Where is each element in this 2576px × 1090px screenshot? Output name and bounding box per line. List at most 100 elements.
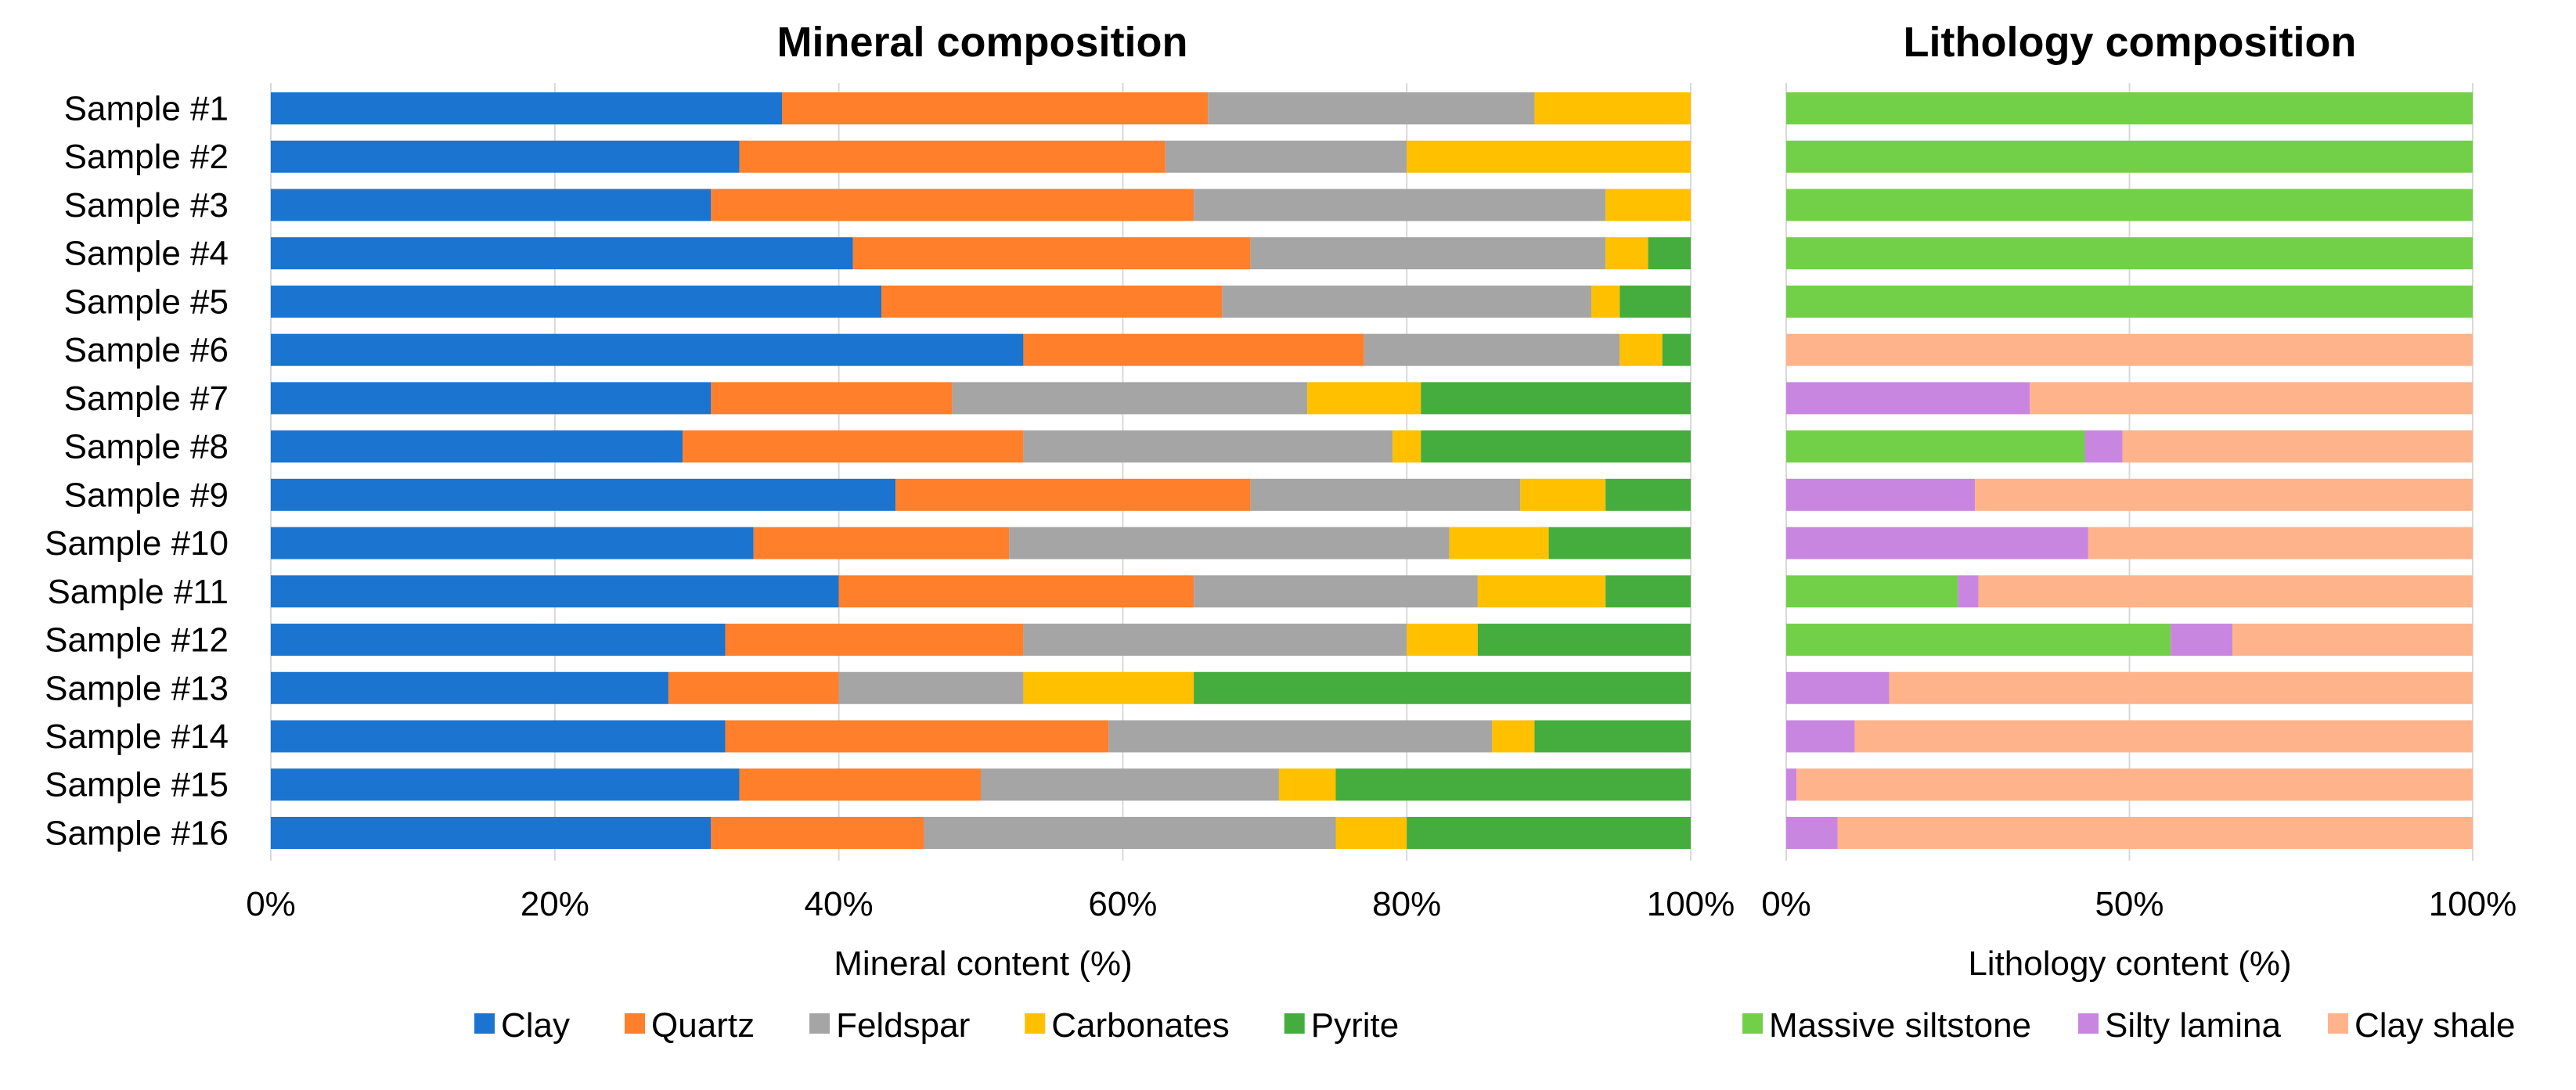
mineral-bar-pyrite bbox=[1605, 478, 1691, 511]
mineral-bar-carbonates bbox=[1520, 478, 1606, 511]
mineral-x-tick-label: 20% bbox=[521, 885, 589, 923]
lithology-bar-silty-lamina bbox=[1786, 382, 2030, 415]
category-label: Sample #6 bbox=[64, 331, 229, 369]
mineral-bar-clay bbox=[271, 671, 668, 704]
mineral-bar-carbonates bbox=[1477, 575, 1606, 608]
category-label: Sample #12 bbox=[45, 621, 229, 660]
mineral-bar-feldspar bbox=[1250, 237, 1606, 270]
mineral-bar-quartz bbox=[881, 285, 1223, 318]
lithology-bar-clay-shale bbox=[2232, 624, 2473, 657]
lithology-bar-silty-lamina bbox=[1786, 768, 1797, 801]
mineral-bar-quartz bbox=[683, 430, 1024, 463]
mineral-bar-pyrite bbox=[1335, 768, 1691, 801]
mineral-x-tick-label: 60% bbox=[1088, 885, 1157, 923]
mineral-chart-title: Mineral composition bbox=[776, 19, 1187, 66]
category-label: Sample #11 bbox=[47, 573, 229, 611]
category-label: Sample #9 bbox=[64, 476, 229, 514]
lithology-composition-panel: Lithology composition 0% 50% 100% Litholog… bbox=[1761, 19, 2517, 983]
lithology-bar-massive-siltstone bbox=[1786, 624, 2171, 657]
mineral-x-tick-label: 100% bbox=[1647, 885, 1735, 923]
mineral-legend-swatch-pyrite bbox=[1284, 1013, 1305, 1034]
mineral-legend-swatch-carbonates bbox=[1025, 1013, 1046, 1034]
lithology-x-tick-label: 50% bbox=[2095, 885, 2163, 923]
mineral-bar-clay bbox=[271, 430, 683, 463]
mineral-bar-carbonates bbox=[1492, 720, 1535, 753]
lithology-bar-silty-lamina bbox=[1786, 720, 1855, 753]
lithology-x-axis-label: Lithology content (%) bbox=[1968, 944, 2291, 983]
lithology-bar-silty-lamina bbox=[1786, 478, 1976, 511]
mineral-bar-carbonates bbox=[1278, 768, 1336, 801]
mineral-bar-pyrite bbox=[1662, 333, 1691, 366]
mineral-bar-carbonates bbox=[1605, 237, 1648, 270]
mineral-x-tick-label: 40% bbox=[805, 885, 874, 923]
mineral-bar-pyrite bbox=[1421, 430, 1691, 463]
mineral-bar-carbonates bbox=[1307, 382, 1421, 415]
mineral-legend-label-pyrite: Pyrite bbox=[1311, 1006, 1399, 1045]
mineral-bar-feldspar bbox=[952, 382, 1308, 415]
lithology-bar-clay-shale bbox=[1854, 720, 2473, 753]
mineral-legend: Clay Quartz Feldspar Carbonates Pyrite bbox=[474, 1006, 1399, 1045]
lithology-x-tick-label: 100% bbox=[2429, 885, 2517, 923]
category-label: Sample #7 bbox=[64, 380, 229, 418]
lithology-bar-silty-lamina bbox=[2084, 430, 2123, 463]
mineral-bar-feldspar bbox=[1250, 478, 1521, 511]
mineral-bar-feldspar bbox=[1165, 140, 1407, 173]
lithology-bar-silty-lamina bbox=[1786, 527, 2088, 559]
mineral-bar-feldspar bbox=[1208, 92, 1535, 124]
lithology-bar-massive-siltstone bbox=[1786, 285, 2473, 318]
mineral-bar-feldspar bbox=[924, 816, 1336, 849]
category-label: Sample #8 bbox=[64, 428, 229, 466]
category-label: Sample #5 bbox=[64, 282, 229, 321]
mineral-bar-feldspar bbox=[1194, 575, 1478, 608]
mineral-legend-swatch-clay bbox=[474, 1013, 495, 1034]
mineral-bar-quartz bbox=[739, 140, 1166, 173]
lithology-bars bbox=[1786, 92, 2473, 849]
mineral-bar-quartz bbox=[753, 527, 1010, 559]
lithology-bar-silty-lamina bbox=[1958, 575, 1979, 608]
category-label: Sample #15 bbox=[45, 766, 229, 804]
mineral-bar-feldspar bbox=[1194, 189, 1606, 221]
mineral-bar-quartz bbox=[725, 624, 1024, 657]
mineral-bar-clay bbox=[271, 527, 754, 559]
mineral-bar-carbonates bbox=[1605, 189, 1691, 221]
lithology-bar-massive-siltstone bbox=[1786, 140, 2473, 173]
mineral-bar-pyrite bbox=[1605, 575, 1691, 608]
mineral-bar-carbonates bbox=[1407, 624, 1478, 657]
lithology-legend-swatch-massive-siltstone bbox=[1742, 1013, 1763, 1034]
mineral-bar-clay bbox=[271, 768, 740, 801]
mineral-bar-pyrite bbox=[1421, 382, 1691, 415]
mineral-bar-quartz bbox=[852, 237, 1251, 270]
mineral-bar-quartz bbox=[711, 382, 953, 415]
lithology-bar-clay-shale bbox=[1889, 671, 2473, 704]
mineral-bar-quartz bbox=[711, 189, 1194, 221]
mineral-bar-pyrite bbox=[1648, 237, 1691, 270]
mineral-bar-clay bbox=[271, 92, 783, 124]
lithology-bar-clay-shale bbox=[1975, 478, 2473, 511]
mineral-bar-carbonates bbox=[1449, 527, 1549, 559]
lithology-bar-massive-siltstone bbox=[1786, 430, 2085, 463]
mineral-bar-pyrite bbox=[1619, 285, 1691, 318]
mineral-bar-quartz bbox=[782, 92, 1209, 124]
mineral-bar-quartz bbox=[725, 720, 1109, 753]
mineral-legend-swatch-quartz bbox=[625, 1013, 646, 1034]
lithology-tick-labels: 0% 50% 100% bbox=[1761, 885, 2517, 923]
mineral-bar-quartz bbox=[838, 575, 1194, 608]
mineral-bar-carbonates bbox=[1534, 92, 1691, 124]
category-label: Sample #13 bbox=[45, 669, 229, 707]
mineral-bar-feldspar bbox=[1023, 430, 1393, 463]
category-label: Sample #3 bbox=[64, 186, 229, 225]
lithology-bar-clay-shale bbox=[1978, 575, 2473, 608]
mineral-bar-carbonates bbox=[1023, 671, 1194, 704]
mineral-x-tick-label: 0% bbox=[246, 885, 296, 923]
mineral-bar-clay bbox=[271, 189, 712, 221]
lithology-bar-clay-shale bbox=[1837, 816, 2473, 849]
lithology-x-tick-label: 0% bbox=[1761, 885, 1811, 923]
lithology-legend-label-silty-lamina: Silty lamina bbox=[2105, 1006, 2281, 1045]
lithology-legend: Massive siltstone Silty lamina Clay shale bbox=[1742, 1006, 2515, 1045]
mineral-x-axis-label: Mineral content (%) bbox=[834, 944, 1132, 983]
mineral-bar-quartz bbox=[668, 671, 839, 704]
category-label: Sample #16 bbox=[45, 814, 229, 852]
